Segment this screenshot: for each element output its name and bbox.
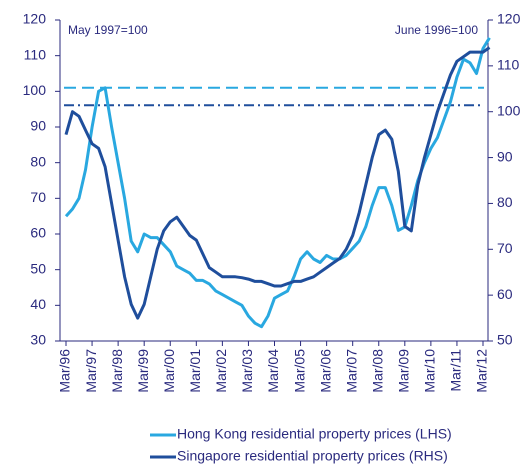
x-tick-label: Mar/12: [474, 349, 490, 393]
y-tick-label: 40: [30, 296, 46, 312]
y2-tick-label: 120: [497, 11, 521, 27]
x-tick-label: Mar/08: [369, 349, 385, 393]
x-tick-label: Mar/96: [57, 349, 73, 393]
y-tick-label: 50: [30, 260, 46, 276]
y2-tick-label: 90: [497, 148, 513, 164]
x-tick-label: Mar/05: [291, 349, 307, 393]
annotation: June 1996=100: [395, 23, 478, 37]
y-tick-label: 120: [23, 11, 47, 27]
x-tick-label: Mar/09: [396, 349, 412, 393]
y-tick-label: 60: [30, 225, 46, 241]
x-tick-label: Mar/99: [135, 349, 151, 393]
x-tick-label: Mar/10: [422, 349, 438, 393]
y-tick-label: 70: [30, 189, 46, 205]
legend-label: Hong Kong residential property prices (L…: [177, 426, 452, 442]
y2-tick-label: 100: [497, 102, 521, 118]
x-tick-label: Mar/98: [109, 349, 125, 393]
y2-tick-label: 60: [497, 286, 513, 302]
x-tick-label: Mar/01: [187, 349, 203, 393]
series-line: [64, 37, 491, 329]
series-line: [64, 46, 491, 320]
y2-tick-label: 50: [497, 332, 513, 348]
x-tick-label: Mar/07: [343, 349, 359, 393]
y2-tick-label: 80: [497, 194, 513, 210]
y-tick-label: 30: [30, 332, 46, 348]
x-tick-label: Mar/02: [213, 349, 229, 393]
legend-label: Singapore residential property prices (R…: [177, 448, 448, 464]
x-tick-label: Mar/00: [161, 349, 177, 393]
y-tick-label: 100: [23, 82, 47, 98]
y-tick-label: 90: [30, 118, 46, 134]
x-tick-label: Mar/06: [317, 349, 333, 393]
annotation: May 1997=100: [68, 23, 148, 37]
y-tick-label: 80: [30, 153, 46, 169]
y2-tick-label: 110: [497, 57, 520, 73]
y2-tick-label: 70: [497, 240, 513, 256]
y-tick-label: 110: [24, 46, 47, 62]
x-tick-label: Mar/11: [448, 349, 464, 392]
x-tick-label: Mar/04: [265, 349, 281, 393]
x-tick-label: Mar/03: [239, 349, 255, 393]
x-tick-label: Mar/97: [83, 349, 99, 393]
